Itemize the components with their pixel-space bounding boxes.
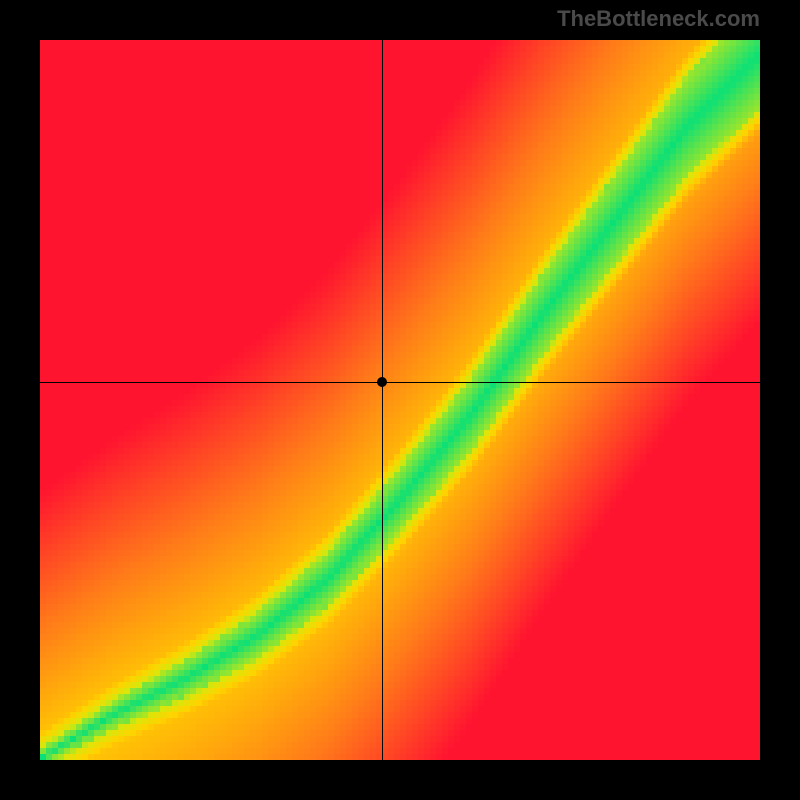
figure-container: TheBottleneck.com xyxy=(0,0,800,800)
watermark-text: TheBottleneck.com xyxy=(557,6,760,32)
plot-area xyxy=(40,40,760,760)
crosshair-horizontal xyxy=(40,382,760,383)
crosshair-dot xyxy=(377,377,387,387)
crosshair-vertical xyxy=(382,40,383,760)
heatmap-canvas xyxy=(40,40,760,760)
